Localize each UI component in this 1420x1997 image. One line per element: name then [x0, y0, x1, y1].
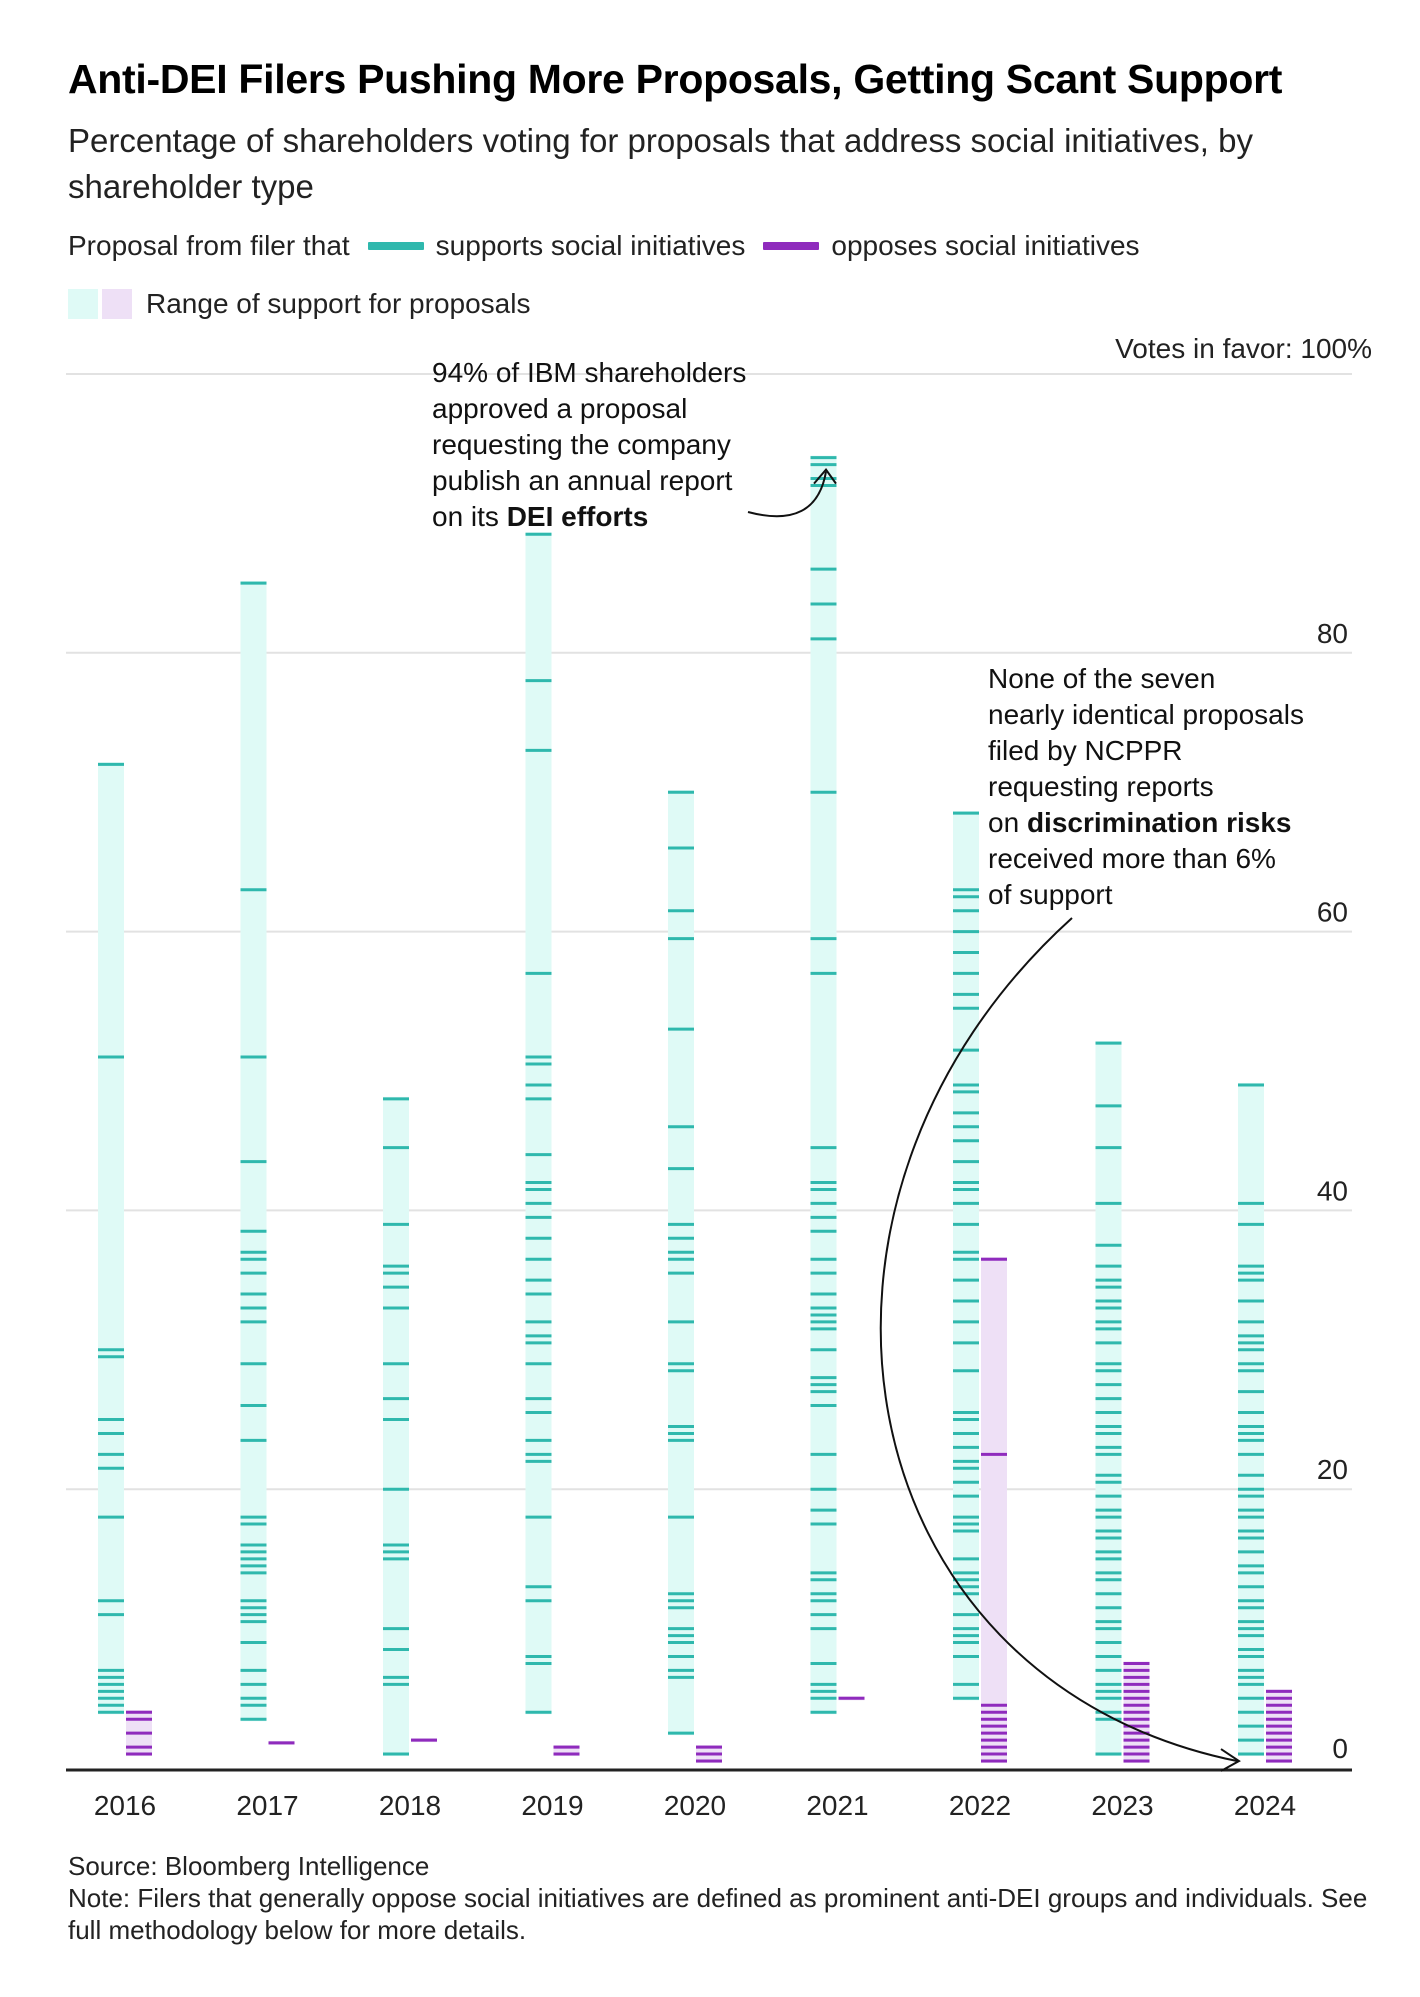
oppose-range-2022	[981, 1257, 1007, 1764]
legend-range-opposes-swatch	[102, 289, 132, 319]
ibm-arrowhead	[813, 468, 837, 485]
ibm-annotation-line: requesting the company	[432, 429, 731, 460]
support-range-2022	[953, 811, 979, 1701]
support-range-2017	[240, 581, 267, 1722]
ibm-annotation-line: on its	[432, 501, 507, 532]
ibm-annotation-line: approved a proposal	[432, 393, 687, 424]
oppose-range-2019	[553, 1745, 580, 1757]
methodology-note: Note: Filers that generally oppose socia…	[68, 1883, 1368, 1945]
support-range-2018	[383, 1096, 409, 1757]
y-tick-label-60: 60	[1317, 897, 1348, 928]
x-tick-label-2023: 2023	[1091, 1790, 1153, 1821]
ibm-annotation: 94% of IBM shareholders approved a propos…	[432, 357, 746, 532]
legend-supports-line	[367, 242, 424, 250]
y-tick-label-0: 0	[1332, 1733, 1348, 1764]
support-range-2021	[810, 455, 837, 1715]
ncppr-annotation-line: on	[988, 807, 1027, 838]
chart-subtitle: Percentage of shareholders voting for pr…	[68, 122, 1253, 205]
chart-title: Anti-DEI Filers Pushing More Proposals, …	[68, 56, 1283, 102]
support-range-2024	[1238, 1082, 1264, 1757]
footer: Source: Bloomberg Intelligence Note: Fil…	[68, 1850, 1388, 1946]
legend: Proposal from filer that supports social…	[68, 230, 1140, 262]
ncppr-annotation-line: filed by NCPPR	[988, 735, 1183, 766]
ncppr-annotation-bold: discrimination risks	[1027, 807, 1292, 838]
legend-range-supports-swatch	[68, 289, 98, 319]
x-tick-label-2020: 2020	[664, 1790, 726, 1821]
axis-labels: 0 20 40 60 80 Votes in favor: 100% 2016 2017 201…	[94, 333, 1372, 1821]
legend-range: Range of support for proposals	[68, 288, 530, 320]
support-range-2016	[98, 762, 124, 1715]
annotations: 94% of IBM shareholders approved a propos…	[432, 357, 1304, 1772]
x-tick-label-2022: 2022	[949, 1790, 1011, 1821]
ibm-annotation-line: publish an annual report	[432, 465, 733, 496]
gridlines	[66, 373, 1352, 1491]
source-note: Source: Bloomberg Intelligence	[68, 1851, 430, 1881]
support-range-2019	[525, 532, 552, 1715]
y-tick-label-20: 20	[1317, 1454, 1348, 1485]
y-tick-label-80: 80	[1317, 618, 1348, 649]
ncppr-annotation-line: of support	[988, 879, 1113, 910]
x-tick-label-2016: 2016	[94, 1790, 156, 1821]
ncppr-annotation-line: received more than 6%	[988, 843, 1276, 874]
value-ticks	[98, 456, 1292, 1763]
legend-opposes-label: opposes social initiatives	[831, 230, 1140, 261]
legend-range-label: Range of support for proposals	[146, 288, 531, 319]
ncppr-annotation-line: nearly identical proposals	[988, 699, 1304, 730]
legend-supports-label: supports social initiatives	[435, 230, 746, 261]
x-tick-label-2018: 2018	[379, 1790, 441, 1821]
ncppr-annotation-line: requesting reports	[988, 771, 1214, 802]
y-axis-title: Votes in favor: 100%	[1115, 333, 1372, 364]
ncppr-arrowhead	[1220, 1748, 1241, 1772]
x-tick-label-2017: 2017	[236, 1790, 298, 1821]
ncppr-annotation: None of the seven nearly identical propos…	[988, 663, 1304, 910]
ncppr-annotation-arrow	[879, 917, 1238, 1763]
ibm-annotation-bold: DEI efforts	[507, 501, 649, 532]
legend-prefix: Proposal from filer that	[68, 230, 350, 261]
support-range-2020	[668, 790, 694, 1736]
ibm-annotation-line: 94% of IBM shareholders	[432, 357, 746, 388]
x-tick-label-2019: 2019	[521, 1790, 583, 1821]
y-tick-label-40: 40	[1317, 1175, 1348, 1206]
x-tick-label-2021: 2021	[806, 1790, 868, 1821]
ibm-annotation-arrow	[747, 471, 827, 518]
legend-opposes-line	[763, 242, 820, 250]
ncppr-annotation-line: None of the seven	[988, 663, 1215, 694]
x-tick-label-2024: 2024	[1234, 1790, 1296, 1821]
range-bars	[98, 455, 1292, 1764]
